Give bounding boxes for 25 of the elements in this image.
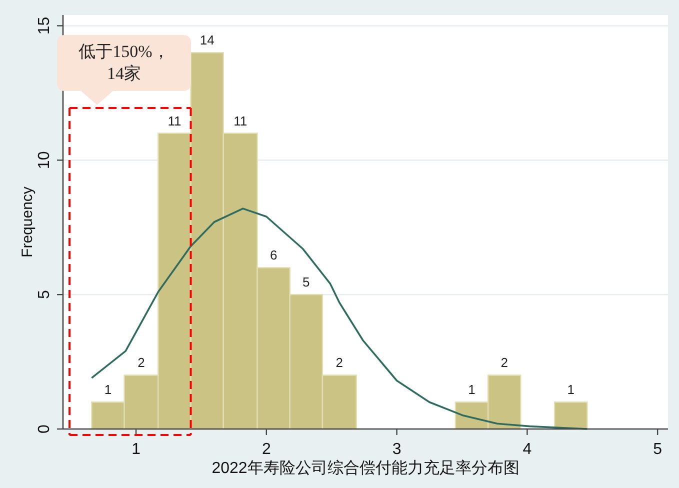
data-label: 1 <box>104 382 112 398</box>
data-label: 2 <box>138 355 145 370</box>
data-label: 1 <box>567 382 574 398</box>
data-label: 2 <box>336 355 344 370</box>
x-tick-label: 2 <box>262 441 271 458</box>
data-label: 6 <box>270 248 278 263</box>
x-tick-label: 3 <box>392 441 402 458</box>
picture-callout: 低于150%， 14家 <box>57 35 191 105</box>
data-label: 2 <box>500 355 508 370</box>
x-tick-label: 5 <box>653 441 662 458</box>
data-label: 1 <box>468 382 476 398</box>
data-label: 11 <box>234 113 248 128</box>
y-tick-label: 5 <box>36 290 53 300</box>
data-label: 5 <box>302 274 310 290</box>
y-tick-label: 0 <box>36 424 53 434</box>
y-axis-title: Frequency <box>19 186 36 258</box>
y-tick-label: 15 <box>36 16 53 35</box>
x-tick-label: 4 <box>522 441 532 458</box>
y-tick-label: 10 <box>36 151 53 170</box>
x-axis-title: 2022年寿险公司综合偿付能力充足率分布图 <box>212 459 520 477</box>
x-tick-label: 1 <box>132 441 141 458</box>
data-label: 11 <box>168 113 182 128</box>
annotation: 低于150%， 14家 <box>78 42 170 83</box>
line-series <box>90 208 588 430</box>
data-label: 14 <box>200 32 214 48</box>
